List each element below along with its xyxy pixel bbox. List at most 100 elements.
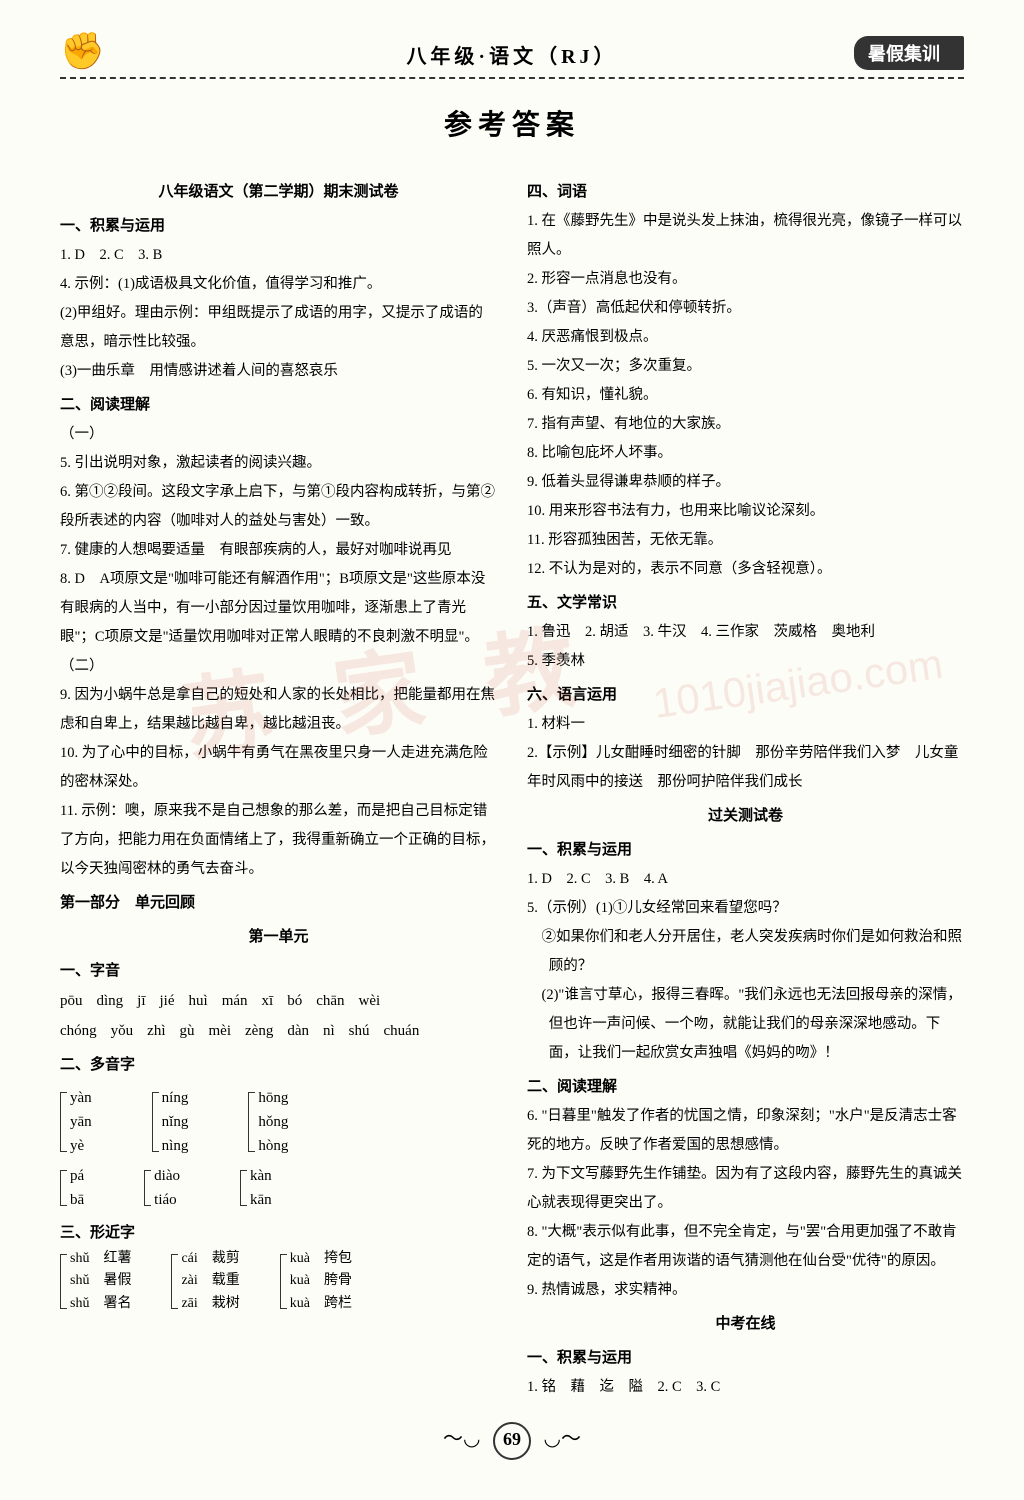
near-item: kuà 跨栏 — [290, 1293, 352, 1315]
pinyin: zèng — [245, 1016, 273, 1046]
answer-item: ②如果你们和老人分开居住，老人突发疾病时你们是如何救治和照顾的？ — [527, 923, 964, 981]
pinyin: kān — [250, 1188, 272, 1212]
answer-item: 5. 一次又一次；多次重复。 — [527, 352, 964, 381]
main-title: 参考答案 — [60, 103, 964, 143]
pinyin: bā — [70, 1188, 84, 1212]
answer-item: 3.（声音）高低起伏和停顿转折。 — [527, 294, 964, 323]
test-title: 八年级语文（第二学期）期末测试卷 — [60, 177, 497, 207]
pinyin: mèi — [209, 1016, 232, 1046]
answer-item: (2)甲组好。理由示例：甲组既提示了成语的用字，又提示了成语的意思，暗示性比较强… — [60, 299, 497, 357]
answer-item: (2)"谁言寸草心，报得三春晖。"我们永远也无法回报母亲的深情，但也许一声问候、… — [527, 981, 964, 1068]
answer-item: 10. 为了心中的目标，小蜗牛有勇气在黑夜里只身一人走进充满危险的密林深处。 — [60, 739, 497, 797]
answer-item: 5. 引出说明对象，激起读者的阅读兴趣。 — [60, 449, 497, 478]
pinyin: tiáo — [154, 1188, 180, 1212]
polyphone-table: pá bā diào tiáo kàn kān — [60, 1164, 497, 1212]
poly-group: hōng hǒng hòng — [248, 1086, 288, 1158]
near-group: cái 裁剪 zài 载重 zāi 栽树 — [171, 1248, 239, 1315]
section-heading: 一、积累与运用 — [527, 1343, 964, 1373]
header-title: 八年级·语文（RJ） — [406, 40, 617, 69]
answer-item: 7. 为下文写藤野先生作铺垫。因为有了这段内容，藤野先生的真诚关心就表现得更突出… — [527, 1160, 964, 1218]
sub-marker: （一） — [60, 420, 497, 449]
near-group: kuà 挎包 kuà 胯骨 kuà 跨栏 — [280, 1248, 352, 1315]
pinyin: pá — [70, 1164, 84, 1188]
pinyin: jī — [137, 986, 145, 1016]
section-heading: 三、形近字 — [60, 1218, 497, 1248]
answer-item: 5.（示例）(1)①儿女经常回来看望您吗？ — [527, 894, 964, 923]
answer-item: 2. 形容一点消息也没有。 — [527, 265, 964, 294]
answer-item: 10. 用来形容书法有力，也用来比喻议论深刻。 — [527, 497, 964, 526]
pass-test-title: 过关测试卷 — [527, 801, 964, 831]
pinyin: yǒu — [111, 1016, 134, 1046]
pinyin: hǒng — [258, 1110, 288, 1134]
page-number: 69 — [493, 1422, 531, 1460]
polyphone-table: yàn yān yè níng nǐng nìng hōng hǒng hòng — [60, 1086, 497, 1158]
pinyin: dàn — [287, 1016, 309, 1046]
near-item: shǔ 署名 — [70, 1293, 131, 1315]
section-heading: 二、阅读理解 — [60, 390, 497, 420]
pinyin: shú — [349, 1016, 370, 1046]
poly-group: níng nǐng nìng — [152, 1086, 189, 1158]
deco-icon: 〜◡ — [443, 1428, 480, 1450]
section-heading: 四、词语 — [527, 177, 964, 207]
near-item: cái 裁剪 — [181, 1248, 239, 1270]
pinyin: bó — [287, 986, 302, 1016]
pinyin: gù — [180, 1016, 195, 1046]
answer-item: 6. "日暮里"触发了作者的忧国之情，印象深刻；"水户"是反清志士客死的地方。反… — [527, 1102, 964, 1160]
pinyin: huì — [189, 986, 208, 1016]
pinyin: zhì — [147, 1016, 165, 1046]
pinyin: chóng — [60, 1016, 97, 1046]
pinyin: nìng — [162, 1134, 189, 1158]
section-heading: 五、文学常识 — [527, 588, 964, 618]
answer-item: 11. 示例：噢，原来我不是自己想象的那么差，而是把自己目标定错了方向，把能力用… — [60, 797, 497, 884]
poly-group: diào tiáo — [144, 1164, 180, 1212]
section-heading: 一、积累与运用 — [60, 211, 497, 241]
answer-item: 2.【示例】儿女酣睡时细密的针脚 那份辛劳陪伴我们入梦 儿女童年时风雨中的接送 … — [527, 739, 964, 797]
pinyin: níng — [162, 1086, 189, 1110]
page-footer: 〜◡ 69 ◡〜 — [60, 1422, 964, 1460]
section-heading: 六、语言运用 — [527, 680, 964, 710]
near-item: zài 载重 — [181, 1270, 239, 1292]
answer-item: 9. 因为小蜗牛总是拿自己的短处和人家的长处相比，把能量都用在焦虑和自卑上，结果… — [60, 681, 497, 739]
answer-item: 1. D 2. C 3. B — [60, 241, 497, 270]
pinyin: nǐng — [162, 1110, 189, 1134]
pinyin: chān — [316, 986, 344, 1016]
pinyin: hōng — [258, 1086, 288, 1110]
pinyin: diào — [154, 1164, 180, 1188]
right-column: 四、词语 1. 在《藤野先生》中是说头发上抹油，梳得很光亮，像镜子一样可以照人。… — [527, 173, 964, 1402]
answer-item: 1. 铭 藉 迄 隘 2. C 3. C — [527, 1373, 964, 1402]
answer-item: 9. 热情诚恳，求实精神。 — [527, 1276, 964, 1305]
pinyin: xī — [262, 986, 274, 1016]
near-item: shǔ 暑假 — [70, 1270, 131, 1292]
pinyin-row: pōu dìng jī jié huì mán xī bó chān wèi — [60, 986, 497, 1016]
near-item: kuà 挎包 — [290, 1248, 352, 1270]
part-heading: 第一部分 单元回顾 — [60, 888, 497, 918]
answer-item: 1. D 2. C 3. B 4. A — [527, 865, 964, 894]
answer-item: 7. 健康的人想喝要适量 有眼部疾病的人，最好对咖啡说再见 — [60, 536, 497, 565]
pinyin: yè — [70, 1134, 92, 1158]
unit-title: 第一单元 — [60, 922, 497, 952]
pinyin: pōu — [60, 986, 83, 1016]
pinyin: wèi — [359, 986, 381, 1016]
answer-item: 4. 厌恶痛恨到极点。 — [527, 323, 964, 352]
answer-item: 4. 示例：(1)成语极具文化价值，值得学习和推广。 — [60, 270, 497, 299]
fist-icon: ✊ — [60, 30, 105, 72]
pinyin: yàn — [70, 1086, 92, 1110]
page-header: ✊ 八年级·语文（RJ） 暑假集训 — [60, 40, 964, 79]
sub-marker: （二） — [60, 652, 497, 681]
pinyin: dìng — [97, 986, 124, 1016]
near-item: kuà 胯骨 — [290, 1270, 352, 1292]
pinyin: yān — [70, 1110, 92, 1134]
section-heading: 二、阅读理解 — [527, 1072, 964, 1102]
pinyin: mán — [222, 986, 248, 1016]
near-item: shǔ 红薯 — [70, 1248, 131, 1270]
answer-item: 1. 在《藤野先生》中是说头发上抹油，梳得很光亮，像镜子一样可以照人。 — [527, 207, 964, 265]
pinyin: kàn — [250, 1164, 272, 1188]
exam-title: 中考在线 — [527, 1309, 964, 1339]
near-group: shǔ 红薯 shǔ 暑假 shǔ 署名 — [60, 1248, 131, 1315]
near-item: zāi 栽树 — [181, 1293, 239, 1315]
poly-group: pá bā — [60, 1164, 84, 1212]
answer-item: 12. 不认为是对的，表示不同意（多含轻视意）。 — [527, 555, 964, 584]
answer-item: 8. D A项原文是"咖啡可能还有解酒作用"；B项原文是"这些原本没有眼病的人当… — [60, 565, 497, 652]
answer-item: 1. 鲁迅 2. 胡适 3. 牛汉 4. 三作家 茨威格 奥地利 — [527, 618, 964, 647]
answer-item: 9. 低着头显得谦卑恭顺的样子。 — [527, 468, 964, 497]
